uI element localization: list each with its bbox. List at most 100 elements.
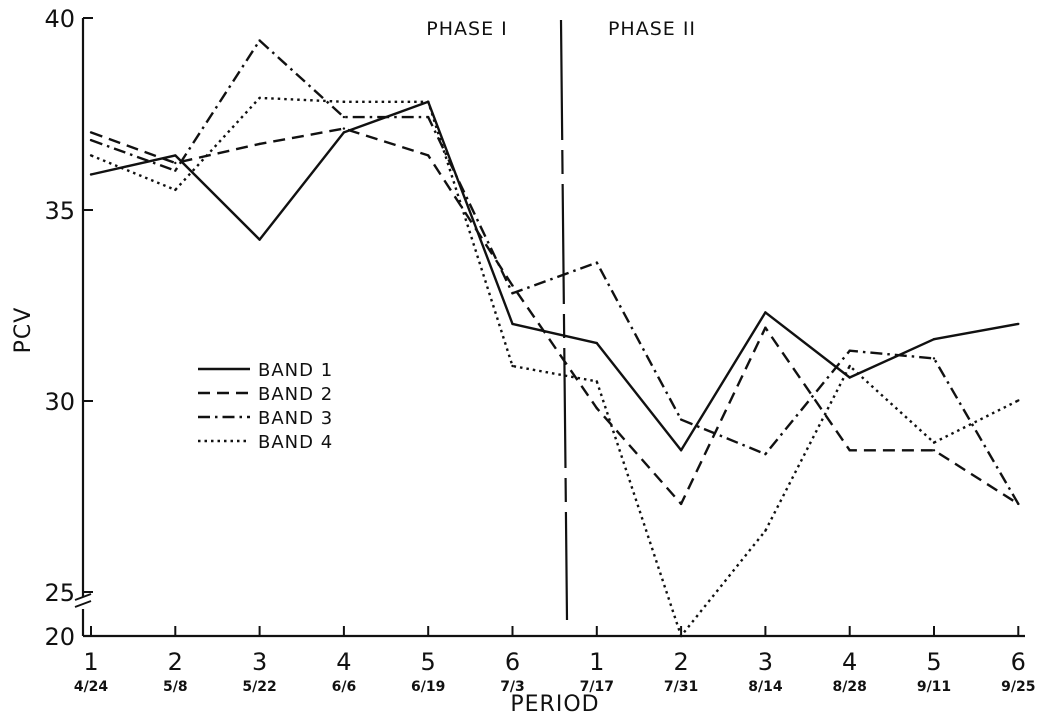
data-point-band-3-12	[1017, 502, 1020, 506]
data-point-band-3-9	[764, 452, 767, 456]
legend-item-band-1: BAND 1	[198, 360, 333, 381]
y-tick-label-35: 35	[44, 197, 75, 225]
y-tick-labels: 40 35 30 25 20	[44, 5, 75, 651]
series-line-band-4	[90, 96, 1019, 638]
data-point-band-4-5	[427, 100, 430, 104]
y-tick-label-20: 20	[44, 623, 75, 651]
data-point-band-2-4	[342, 127, 346, 130]
data-point-band-1-6	[511, 322, 514, 326]
x-tick-label-period-3: 3	[252, 648, 267, 676]
y-tick-label-25: 25	[44, 579, 75, 607]
data-point-band-1-2	[174, 154, 177, 157]
data-point-band-2-2	[174, 161, 177, 165]
data-point-band-2-9	[764, 326, 767, 329]
data-point-band-3-1	[89, 138, 93, 142]
y-tick-label-30: 30	[44, 388, 75, 416]
data-point-band-3-8	[679, 418, 683, 421]
data-point-band-4-11	[932, 441, 936, 444]
data-point-band-3-10	[848, 349, 851, 352]
phase-divider	[559, 19, 569, 621]
x-tick-label-period-11: 5	[926, 648, 941, 676]
legend: BAND 1 BAND 2 BAND 3 BAND 4	[198, 360, 333, 453]
x-tick-labels: 14/2425/835/2246/656/1967/317/1727/3138/…	[74, 648, 1036, 695]
data-point-band-4-3	[258, 96, 261, 100]
x-tick-label-date-12: 9/25	[1001, 679, 1035, 695]
x-axis-label: PERIOD	[510, 692, 599, 716]
series-layer	[89, 39, 1020, 638]
y-axis: 40 35 30 25 20 PCV	[11, 5, 93, 651]
x-tick-label-period-12: 6	[1011, 648, 1026, 676]
data-point-band-4-10	[848, 364, 851, 368]
data-point-band-3-4	[342, 115, 346, 119]
data-point-band-1-8	[679, 449, 683, 452]
x-axis: 14/2425/835/2246/656/1967/317/1727/3138/…	[74, 626, 1036, 716]
data-point-band-2-11	[932, 449, 936, 452]
data-point-band-4-2	[174, 188, 177, 192]
x-ticks	[90, 626, 1020, 636]
x-tick-label-period-10: 4	[842, 648, 857, 676]
x-tick-label-period-7: 1	[589, 648, 604, 676]
x-tick-label-date-1: 4/24	[74, 679, 109, 695]
x-tick-label-period-9: 3	[758, 648, 773, 676]
y-ticks	[83, 17, 93, 637]
data-point-band-4-8	[679, 634, 683, 638]
x-tick-label-date-6: 7/3	[500, 679, 525, 695]
series-line-band-2	[90, 127, 1019, 506]
data-point-band-3-11	[932, 357, 936, 360]
x-tick-label-period-1: 1	[83, 648, 98, 676]
data-point-band-2-1	[89, 131, 93, 134]
data-point-band-1-10	[848, 376, 851, 379]
data-point-band-1-11	[932, 338, 936, 341]
legend-label-band-3: BAND 3	[258, 408, 333, 429]
phase-1-label: PHASE I	[426, 18, 507, 40]
legend-item-band-4: BAND 4	[198, 432, 333, 453]
x-tick-label-date-5: 6/19	[411, 679, 445, 695]
data-point-band-2-7	[595, 407, 598, 410]
data-point-band-4-6	[511, 364, 514, 368]
series-line-band-1	[90, 100, 1019, 452]
legend-label-band-2: BAND 2	[258, 384, 333, 405]
data-point-band-4-4	[342, 100, 346, 104]
data-point-band-4-12	[1017, 399, 1020, 402]
x-tick-label-date-11: 9/11	[917, 679, 951, 695]
phase-annotations: PHASE I PHASE II	[426, 18, 696, 621]
x-tick-label-date-4: 6/6	[332, 679, 357, 695]
data-point-band-3-2	[174, 169, 177, 172]
data-point-band-2-10	[848, 449, 851, 452]
y-axis-break	[74, 593, 92, 608]
data-point-band-2-8	[679, 502, 683, 506]
data-point-band-2-6	[511, 284, 514, 287]
x-tick-label-period-2: 2	[168, 648, 183, 676]
legend-item-band-2: BAND 2	[198, 384, 333, 405]
data-point-band-1-9	[764, 311, 767, 314]
data-point-band-4-9	[764, 529, 767, 532]
x-tick-label-period-6: 6	[505, 648, 520, 676]
data-point-band-3-7	[595, 261, 598, 264]
x-tick-label-date-8: 7/31	[664, 679, 698, 695]
legend-label-band-4: BAND 4	[258, 432, 333, 453]
x-tick-label-date-2: 5/8	[163, 679, 188, 695]
y-tick-label-40: 40	[44, 5, 75, 33]
data-point-band-1-4	[342, 131, 346, 134]
legend-item-band-3: BAND 3	[198, 408, 333, 429]
x-tick-label-date-9: 8/14	[748, 679, 783, 695]
phase-2-label: PHASE II	[608, 18, 696, 40]
legend-label-band-1: BAND 1	[258, 360, 333, 381]
data-point-band-3-3	[258, 39, 261, 42]
data-point-band-4-7	[595, 380, 598, 383]
data-point-band-3-6	[511, 292, 514, 295]
x-tick-label-period-8: 2	[673, 648, 688, 676]
x-tick-label-date-10: 8/28	[833, 679, 867, 695]
data-point-band-1-1	[89, 173, 93, 176]
data-point-band-4-1	[89, 154, 93, 157]
data-point-band-2-5	[427, 154, 430, 157]
data-point-band-3-5	[427, 115, 430, 119]
x-tick-label-period-5: 5	[421, 648, 436, 676]
x-tick-label-date-3: 5/22	[242, 679, 276, 695]
series-line-band-3	[90, 39, 1020, 505]
x-tick-label-date-7: 7/17	[580, 679, 614, 695]
data-point-band-1-3	[258, 238, 261, 241]
data-point-band-2-3	[258, 142, 261, 146]
data-point-band-1-7	[595, 341, 598, 345]
